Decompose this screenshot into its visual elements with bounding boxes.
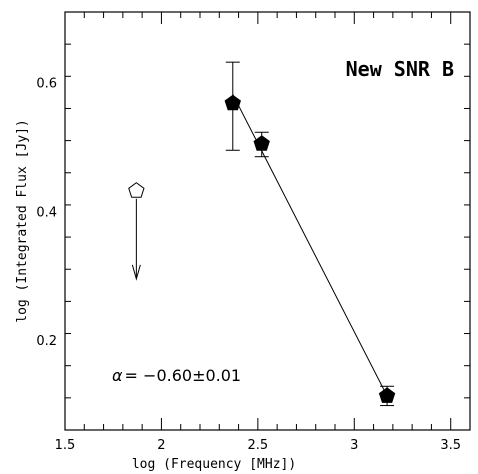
y-axis-title: log (Integrated Flux [Jy]) (15, 119, 30, 323)
error-bars (225, 61, 395, 407)
axis-tick-labels: 1.5 2 2.5 3 3.5 0.2 0.4 0.6 (36, 77, 461, 453)
y-tick-label: 0.6 (36, 77, 57, 92)
filled-pentagon-marker (224, 94, 241, 111)
x-tick-label: 2 (157, 438, 165, 453)
upper-limit-arrow-head (131, 264, 141, 281)
chart-title: New SNR B (346, 57, 454, 81)
open-pentagon-marker (128, 182, 145, 198)
filled-pentagon-marker (253, 135, 270, 151)
alpha-symbol: α (112, 366, 123, 385)
x-tick-label: 1.5 (55, 438, 76, 453)
y-tick-label: 0.2 (36, 334, 57, 349)
spectral-index-annotation: α = −0.60±0.01 (112, 366, 241, 385)
plot-frame (64, 11, 471, 431)
axis-ticks (64, 11, 471, 431)
x-tick-label: 3 (350, 438, 358, 453)
y-tick-label: 0.4 (36, 205, 57, 220)
data-markers (224, 94, 396, 403)
x-axis-title: log (Frequency [MHz]) (132, 457, 296, 472)
filled-pentagon-marker (378, 387, 396, 403)
alpha-value: = −0.60±0.01 (125, 366, 242, 385)
x-tick-label: 2.5 (248, 438, 269, 453)
x-tick-label: 3.5 (440, 438, 461, 453)
upper-limits (128, 182, 145, 281)
